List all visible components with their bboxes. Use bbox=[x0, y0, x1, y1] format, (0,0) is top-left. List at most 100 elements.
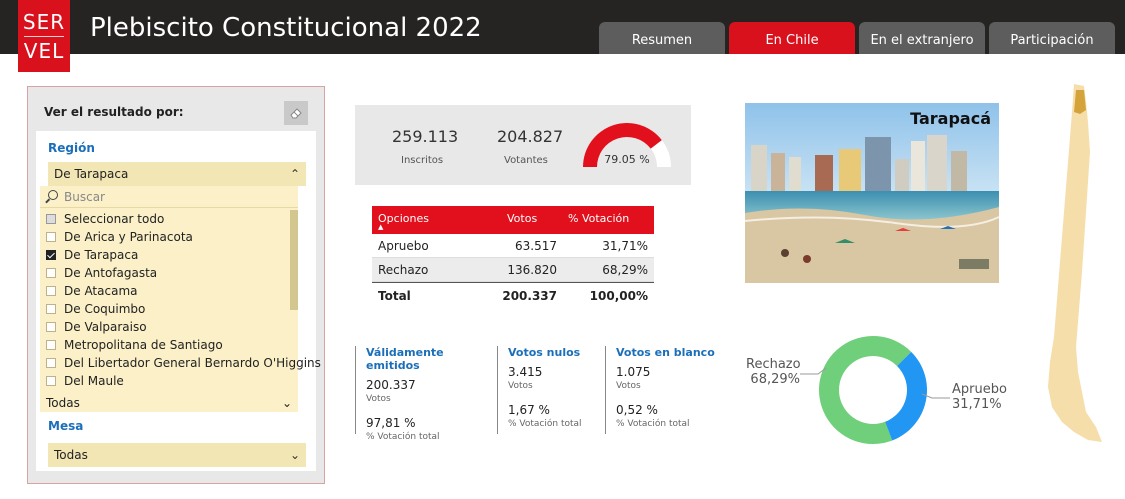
stat-unit: Votos bbox=[508, 381, 533, 391]
eraser-icon bbox=[290, 108, 302, 119]
stat-title: Votos en blanco bbox=[616, 346, 715, 359]
stat-value: 1.075 bbox=[616, 365, 651, 379]
region-option[interactable]: De Antofagasta bbox=[40, 264, 288, 282]
region-option[interactable]: De Tarapaca bbox=[40, 246, 288, 264]
page-title: Plebiscito Constitucional 2022 bbox=[90, 13, 482, 43]
region-option-label: De Antofagasta bbox=[64, 266, 158, 280]
col-opciones[interactable]: Opciones bbox=[378, 212, 429, 225]
region-photo: Tarapacá bbox=[745, 103, 999, 283]
table-total-row: Total 200.337 100,00% bbox=[372, 282, 654, 306]
row-votes: 136.820 bbox=[507, 263, 557, 277]
tab-en-el-extranjero[interactable]: En el extranjero bbox=[859, 22, 985, 54]
apruebo-leader-line bbox=[922, 393, 950, 399]
checkbox-icon[interactable] bbox=[46, 340, 56, 350]
participation-percent: 79.05 % bbox=[604, 153, 649, 166]
col-votacion[interactable]: % Votación bbox=[568, 212, 630, 225]
stat-title: Válidamente emitidos bbox=[366, 346, 444, 372]
tab-participacion[interactable]: Participación bbox=[989, 22, 1115, 54]
inscritos-label: Inscritos bbox=[401, 155, 444, 166]
donut-label-rechazo: Rechazo 68,29% bbox=[746, 357, 801, 387]
stat-unit: Votos bbox=[616, 381, 641, 391]
stat-validos: Válidamente emitidos 200.337 Votos 97,81… bbox=[355, 346, 495, 442]
results-table: Opciones ▲ Votos % Votación Apruebo 63.5… bbox=[372, 206, 654, 306]
tab-resumen[interactable]: Resumen bbox=[599, 22, 725, 54]
checkbox-checked-icon[interactable] bbox=[46, 250, 56, 260]
region-list: Seleccionar todo De Arica y Parinacota De … bbox=[40, 210, 321, 390]
region-option[interactable]: De Valparaiso bbox=[40, 318, 288, 336]
region-option-label: Metropolitana de Santiago bbox=[64, 338, 223, 352]
region-option[interactable]: Del Maule bbox=[40, 372, 288, 390]
listbox-scrollbar[interactable] bbox=[290, 210, 298, 310]
sort-up-icon: ▲ bbox=[378, 223, 384, 231]
filter-panel: Ver el resultado por: Región De Tarapaca… bbox=[27, 86, 325, 484]
rechazo-pct: 68,29% bbox=[750, 372, 800, 387]
region-option[interactable]: Seleccionar todo bbox=[40, 210, 288, 228]
clear-filters-button[interactable] bbox=[284, 101, 308, 125]
row-option: Apruebo bbox=[378, 239, 429, 253]
checkbox-icon[interactable] bbox=[46, 214, 56, 224]
stat-value: 3.415 bbox=[508, 365, 543, 379]
stat-pct-label: % Votación total bbox=[508, 419, 582, 429]
mesa-dropdown[interactable]: Todas ⌄ bbox=[48, 443, 306, 467]
votantes-value: 204.827 bbox=[497, 127, 564, 146]
stat-pct: 1,67 % bbox=[508, 403, 550, 417]
chevron-up-icon: ⌃ bbox=[289, 167, 300, 181]
checkbox-icon[interactable] bbox=[46, 268, 56, 278]
tab-en-chile[interactable]: En Chile bbox=[729, 22, 855, 54]
region-option[interactable]: Del Libertador General Bernardo O'Higgin… bbox=[40, 354, 321, 372]
participation-gauge: 79.05 % bbox=[583, 122, 671, 167]
rechazo-label: Rechazo bbox=[746, 357, 801, 372]
region-option[interactable]: De Atacama bbox=[40, 282, 288, 300]
stat-pct: 97,81 % bbox=[366, 416, 416, 430]
stat-pct: 0,52 % bbox=[616, 403, 658, 417]
comuna-dropdown[interactable]: Todas ⌄ bbox=[40, 394, 298, 412]
region-dropdown[interactable]: De Tarapaca ⌃ bbox=[48, 162, 306, 186]
checkbox-icon[interactable] bbox=[46, 322, 56, 332]
region-option-label: De Tarapaca bbox=[64, 248, 139, 262]
donut-slice-apruebo[interactable] bbox=[885, 351, 927, 441]
region-dropdown-value: De Tarapaca bbox=[54, 167, 129, 181]
region-search-input[interactable]: Buscar bbox=[40, 186, 298, 208]
results-table-header: Opciones ▲ Votos % Votación bbox=[372, 206, 654, 234]
region-option-label: De Atacama bbox=[64, 284, 138, 298]
mesa-label: Mesa bbox=[48, 419, 84, 433]
chevron-down-icon: ⌄ bbox=[289, 448, 300, 462]
rechazo-leader-line bbox=[800, 367, 827, 375]
stat-value: 200.337 bbox=[366, 378, 416, 392]
checkbox-icon[interactable] bbox=[46, 286, 56, 296]
logo-divider bbox=[24, 36, 64, 37]
photo-region-label: Tarapacá bbox=[910, 109, 991, 128]
tarapaca-highlight[interactable] bbox=[1074, 90, 1086, 114]
nav-tabs: Resumen En Chile En el extranjero Partic… bbox=[599, 22, 1115, 54]
region-option-label: De Coquimbo bbox=[64, 302, 146, 316]
donut-slice-rechazo[interactable] bbox=[819, 336, 912, 444]
region-option[interactable]: Metropolitana de Santiago bbox=[40, 336, 288, 354]
checkbox-icon[interactable] bbox=[46, 304, 56, 314]
col-votos[interactable]: Votos bbox=[507, 212, 538, 225]
table-row: Apruebo 63.517 31,71% bbox=[372, 234, 654, 258]
servel-logo: SER VEL bbox=[18, 0, 70, 72]
apruebo-pct: 31,71% bbox=[952, 397, 1002, 412]
region-listbox: Buscar Seleccionar todo De Arica y Parina… bbox=[40, 186, 321, 412]
region-option[interactable]: De Arica y Parinacota bbox=[40, 228, 288, 246]
stat-unit: Votos bbox=[366, 394, 391, 404]
checkbox-icon[interactable] bbox=[46, 376, 56, 386]
region-option[interactable]: De Coquimbo bbox=[40, 300, 288, 318]
stat-blanco: Votos en blanco 1.075 Votos 0,52 % % Vot… bbox=[605, 346, 715, 434]
region-label: Región bbox=[48, 141, 95, 155]
region-option-label: Del Maule bbox=[64, 374, 124, 388]
region-option-label: De Valparaiso bbox=[64, 320, 147, 334]
row-votes: 63.517 bbox=[515, 239, 557, 253]
donut-label-apruebo: Apruebo 31,71% bbox=[952, 382, 1007, 412]
search-placeholder: Buscar bbox=[64, 190, 105, 204]
comuna-dropdown-value: Todas bbox=[46, 396, 80, 410]
beach-city-image bbox=[745, 103, 999, 283]
header-bar: SER VEL Plebiscito Constitucional 2022 R… bbox=[0, 0, 1125, 72]
checkbox-icon[interactable] bbox=[46, 358, 56, 368]
filter-panel-title: Ver el resultado por: bbox=[44, 105, 184, 119]
chile-map bbox=[1048, 84, 1102, 442]
region-option-label: Del Libertador General Bernardo O'Higgin… bbox=[64, 356, 321, 370]
checkbox-icon[interactable] bbox=[46, 232, 56, 242]
chile-regions-shape[interactable] bbox=[1048, 84, 1102, 442]
inscritos-value: 259.113 bbox=[392, 127, 459, 146]
